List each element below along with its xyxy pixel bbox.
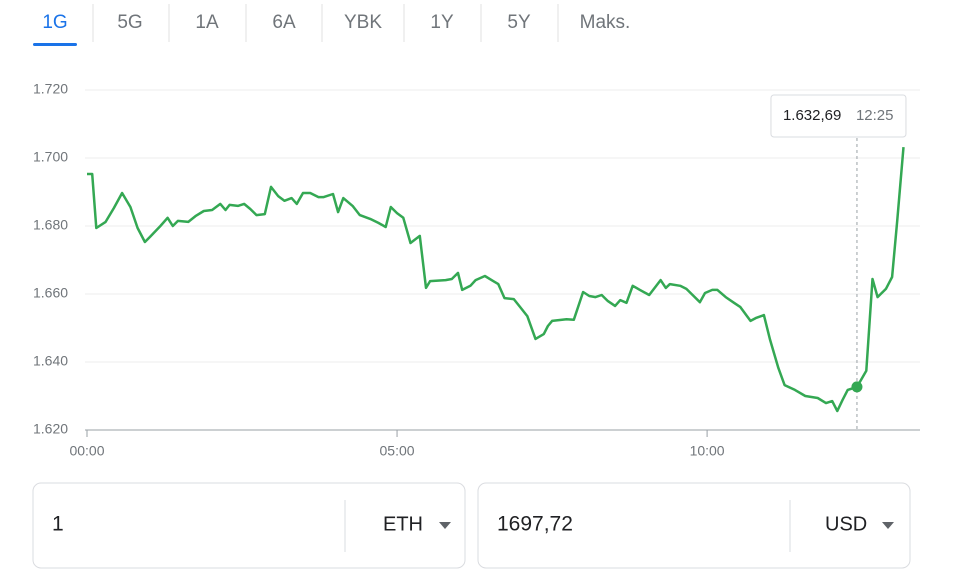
tab[interactable]: 1G [42, 12, 67, 33]
tooltip-time: 12:25 [856, 107, 894, 124]
from-currency[interactable]: ETH [383, 513, 423, 535]
tab[interactable]: 1A [195, 12, 219, 33]
tab[interactable]: Maks. [580, 12, 631, 33]
price-line [87, 146, 905, 413]
y-tick-label: 1.640 [33, 353, 68, 369]
from-amount[interactable]: 1 [52, 513, 64, 536]
x-tick-label: 10:00 [690, 443, 725, 459]
y-tick-label: 1.720 [33, 81, 68, 97]
tab[interactable]: 1Y [430, 12, 454, 33]
dropdown-arrow[interactable] [439, 522, 451, 529]
y-tick-label: 1.700 [33, 149, 68, 165]
dropdown-arrow[interactable] [882, 522, 894, 529]
tooltip-box [770, 94, 907, 138]
tab[interactable]: 5G [117, 12, 142, 33]
tab-underline [33, 43, 77, 46]
to-currency[interactable]: USD [825, 513, 867, 535]
hover-point [851, 381, 863, 393]
y-tick-label: 1.680 [33, 217, 68, 233]
tab[interactable]: YBK [344, 12, 382, 33]
x-tick-label: 00:00 [69, 443, 104, 459]
y-tick-label: 1.660 [33, 285, 68, 301]
tab[interactable]: 5Y [507, 12, 531, 33]
tab[interactable]: 6A [272, 12, 296, 33]
x-tick-label: 05:00 [380, 443, 415, 459]
tooltip-value: 1.632,69 [783, 107, 841, 124]
to-box [477, 482, 911, 569]
from-box [32, 482, 466, 569]
y-tick-label: 1.620 [33, 421, 68, 437]
to-amount[interactable]: 1697,72 [497, 513, 573, 536]
